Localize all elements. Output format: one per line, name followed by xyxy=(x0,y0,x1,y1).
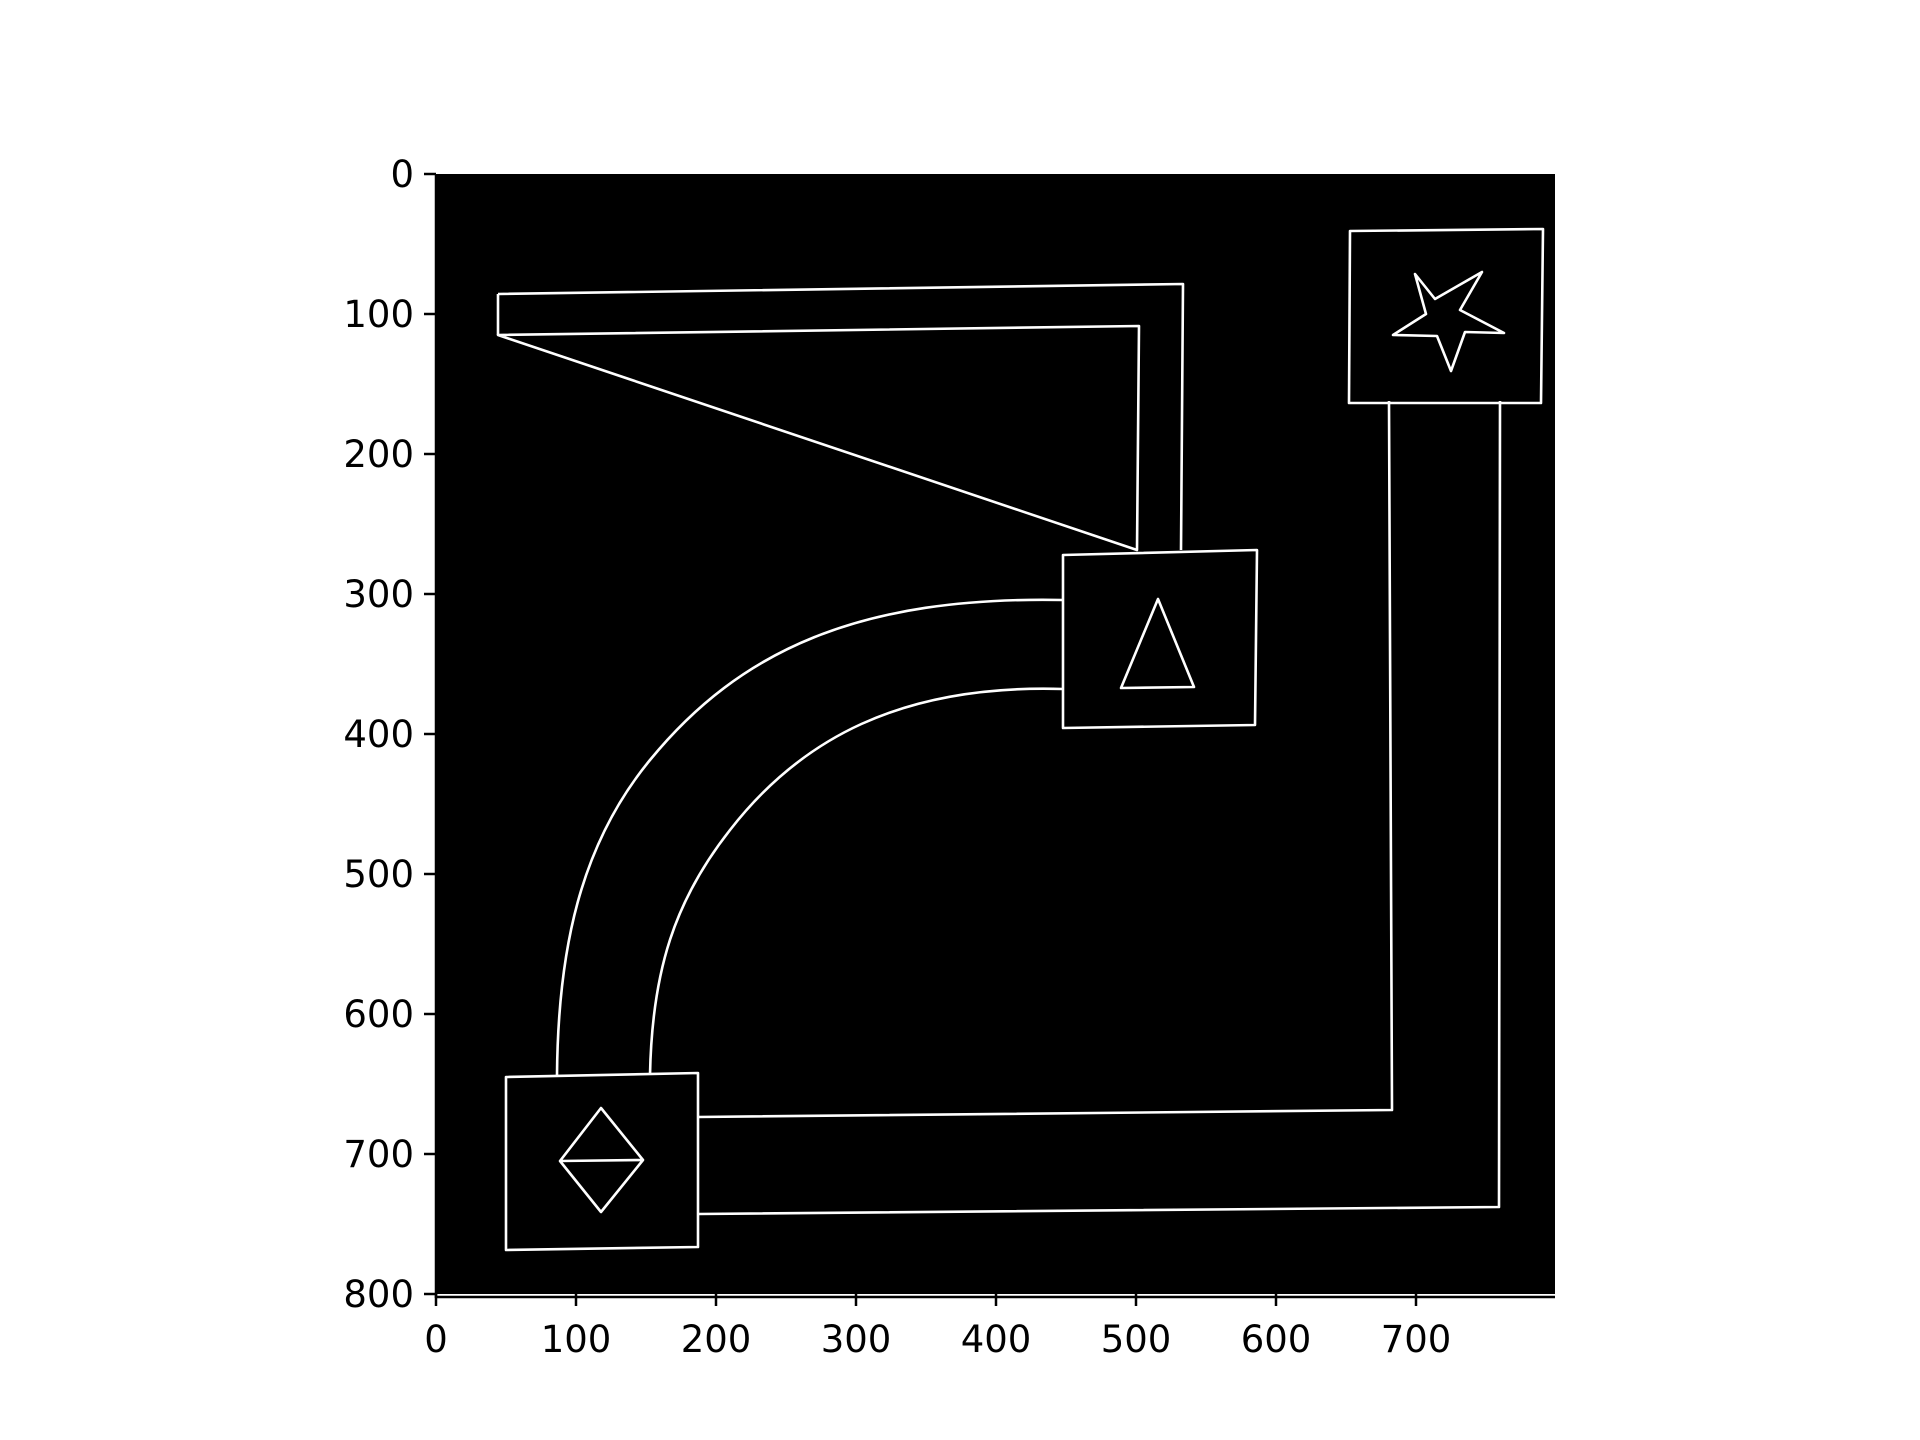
y-axis-ticks: 0 100 200 300 400 500 600 700 800 xyxy=(343,153,436,1316)
y-tick-label: 700 xyxy=(343,1133,414,1176)
x-tick-label: 700 xyxy=(1381,1318,1452,1361)
top-l-pipe xyxy=(496,282,1185,552)
image-panel xyxy=(435,174,1555,1294)
x-tick-label: 300 xyxy=(821,1318,892,1361)
y-tick-label: 600 xyxy=(343,993,414,1036)
x-tick-label: 100 xyxy=(541,1318,612,1361)
x-tick-label: 200 xyxy=(681,1318,752,1361)
diamond-node xyxy=(504,1071,700,1252)
y-tick-label: 100 xyxy=(343,293,414,336)
star-node xyxy=(1347,227,1545,405)
bottom-l-pipe xyxy=(697,400,1502,1216)
x-tick-label: 0 xyxy=(424,1318,448,1361)
diamond-icon xyxy=(558,1106,645,1214)
y-tick-label: 0 xyxy=(390,153,414,196)
y-tick-label: 500 xyxy=(343,853,414,896)
x-tick-label: 400 xyxy=(961,1318,1032,1361)
x-tick-label: 600 xyxy=(1241,1318,1312,1361)
star-node-box xyxy=(1347,227,1545,405)
triangle-icon xyxy=(1119,597,1196,690)
y-tick-label: 400 xyxy=(343,713,414,756)
x-axis-ticks: 0 100 200 300 400 500 600 700 xyxy=(424,1294,1451,1361)
diamond-node-box xyxy=(504,1071,700,1252)
x-tick-label: 500 xyxy=(1101,1318,1172,1361)
curved-pipe-inner xyxy=(648,687,1064,1076)
triangle-node-box xyxy=(1061,548,1259,730)
star-icon xyxy=(1391,270,1506,373)
y-tick-label: 300 xyxy=(343,573,414,616)
triangle-node xyxy=(1061,548,1259,730)
y-tick-label: 800 xyxy=(343,1273,414,1316)
curved-pipe-outer xyxy=(555,598,1064,1076)
y-tick-label: 200 xyxy=(343,433,414,476)
